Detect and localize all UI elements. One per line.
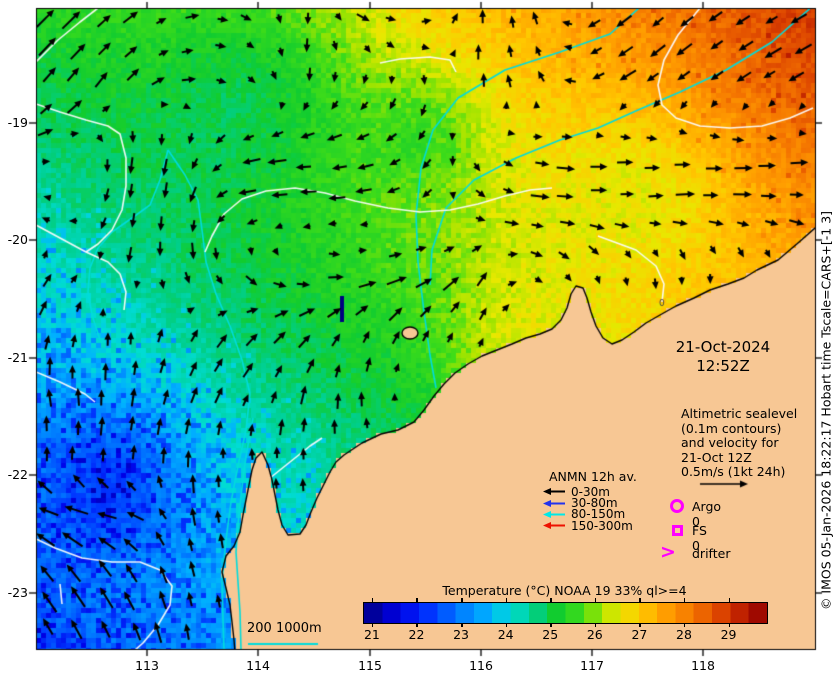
x-tick-label: 118 bbox=[691, 658, 715, 673]
colorbar-tick bbox=[594, 598, 597, 602]
square-marker-icon bbox=[672, 524, 683, 536]
anmn-entry-0: 0-30m bbox=[543, 484, 637, 499]
map-time: 12:52Z bbox=[696, 357, 750, 375]
depth-arrow-icon bbox=[543, 488, 565, 496]
altimetry-note: Altimetric sealevel (0.1m contours) and ve… bbox=[681, 406, 798, 480]
altimetry-note-line-4: 0.5m/s (1kt 24h) bbox=[681, 464, 786, 480]
colorbar-tick bbox=[639, 623, 641, 627]
depth-range-label: 150-300m bbox=[571, 518, 633, 533]
anmn-entry-2: 80-150m bbox=[543, 507, 637, 522]
colorbar-title: Temperature (°C) NOAA 19 33% ql>=4 bbox=[442, 583, 687, 598]
x-tick-label: 115 bbox=[358, 658, 382, 673]
anmn-legend: ANMN 12h av. 0-30m 30-80m 80-150m 150-300m bbox=[543, 469, 637, 533]
x-tick-label: 114 bbox=[246, 658, 270, 673]
colorbar-tick-label: 27 bbox=[631, 627, 648, 642]
altimetry-note-line-2: and velocity for bbox=[681, 435, 779, 451]
colorbar-tick bbox=[594, 623, 597, 627]
marker-label: FS 0 bbox=[692, 522, 707, 553]
y-tick-label: -22 bbox=[7, 467, 28, 482]
colorbar-tick-label: 25 bbox=[542, 627, 559, 642]
colorbar-tick-label: 29 bbox=[720, 627, 737, 642]
anmn-entry-1: 30-80m bbox=[543, 496, 637, 511]
y-tick-label: -21 bbox=[7, 350, 28, 365]
map-datetime: 21-Oct-2024 12:52Z bbox=[647, 338, 799, 376]
colorbar bbox=[363, 602, 768, 624]
altimetry-note-line-3: 21-Oct 12Z bbox=[681, 449, 752, 465]
depth-arrow-icon bbox=[543, 499, 565, 507]
colorbar-tick bbox=[728, 598, 731, 602]
x-tick-label: 117 bbox=[580, 658, 604, 673]
colorbar-tick-label: 24 bbox=[497, 627, 514, 642]
colorbar-tick bbox=[550, 623, 552, 627]
depth-range-label: 0-30m bbox=[571, 484, 610, 499]
colorbar-tick bbox=[461, 623, 463, 627]
anmn-entry-3: 150-300m bbox=[543, 518, 637, 533]
imos-watermark: © IMOS 05-Jan-2026 18:22:17 Hobart time … bbox=[818, 210, 834, 611]
colorbar-tick-label: 23 bbox=[453, 627, 470, 642]
colorbar-tick bbox=[683, 598, 686, 602]
altimetry-note-line-1: (0.1m contours) bbox=[681, 420, 782, 436]
map-date: 21-Oct-2024 bbox=[675, 338, 771, 356]
y-tick-label: -20 bbox=[7, 232, 28, 247]
colorbar-tick bbox=[505, 623, 508, 627]
anmn-legend-title: ANMN 12h av. bbox=[549, 469, 637, 484]
colorbar-tick-label: 22 bbox=[408, 627, 425, 642]
scalebar-label: 200 1000m bbox=[247, 621, 322, 636]
depth-range-label: 30-80m bbox=[571, 496, 618, 511]
colorbar-tick bbox=[550, 598, 552, 602]
marker-label: drifter bbox=[692, 546, 731, 561]
chevron-marker-icon: > bbox=[660, 541, 676, 563]
depth-range-label: 80-150m bbox=[571, 507, 626, 522]
colorbar-tick-label: 28 bbox=[676, 627, 692, 642]
colorbar-tick bbox=[505, 598, 508, 602]
colorbar-tick-label: 21 bbox=[363, 627, 380, 642]
colorbar-tick bbox=[639, 598, 641, 602]
altimetry-note-line-0: Altimetric sealevel bbox=[681, 406, 798, 421]
x-tick-label: 116 bbox=[469, 658, 493, 673]
colorbar-tick-label: 26 bbox=[586, 627, 603, 642]
colorbar-tick bbox=[683, 623, 686, 627]
depth-arrow-icon bbox=[543, 510, 565, 518]
y-tick-label: -23 bbox=[7, 585, 28, 600]
circle-marker-icon bbox=[670, 499, 684, 513]
colorbar-tick bbox=[728, 623, 731, 627]
colorbar-tick bbox=[371, 623, 374, 627]
y-tick-label: -19 bbox=[7, 115, 28, 130]
marker-label: Argo 0 bbox=[692, 499, 722, 529]
colorbar-tick bbox=[371, 598, 374, 602]
x-tick-label: 113 bbox=[135, 658, 159, 673]
colorbar-tick bbox=[461, 598, 463, 602]
depth-arrow-icon bbox=[543, 522, 565, 530]
colorbar-tick bbox=[416, 623, 418, 627]
colorbar-tick bbox=[416, 598, 418, 602]
